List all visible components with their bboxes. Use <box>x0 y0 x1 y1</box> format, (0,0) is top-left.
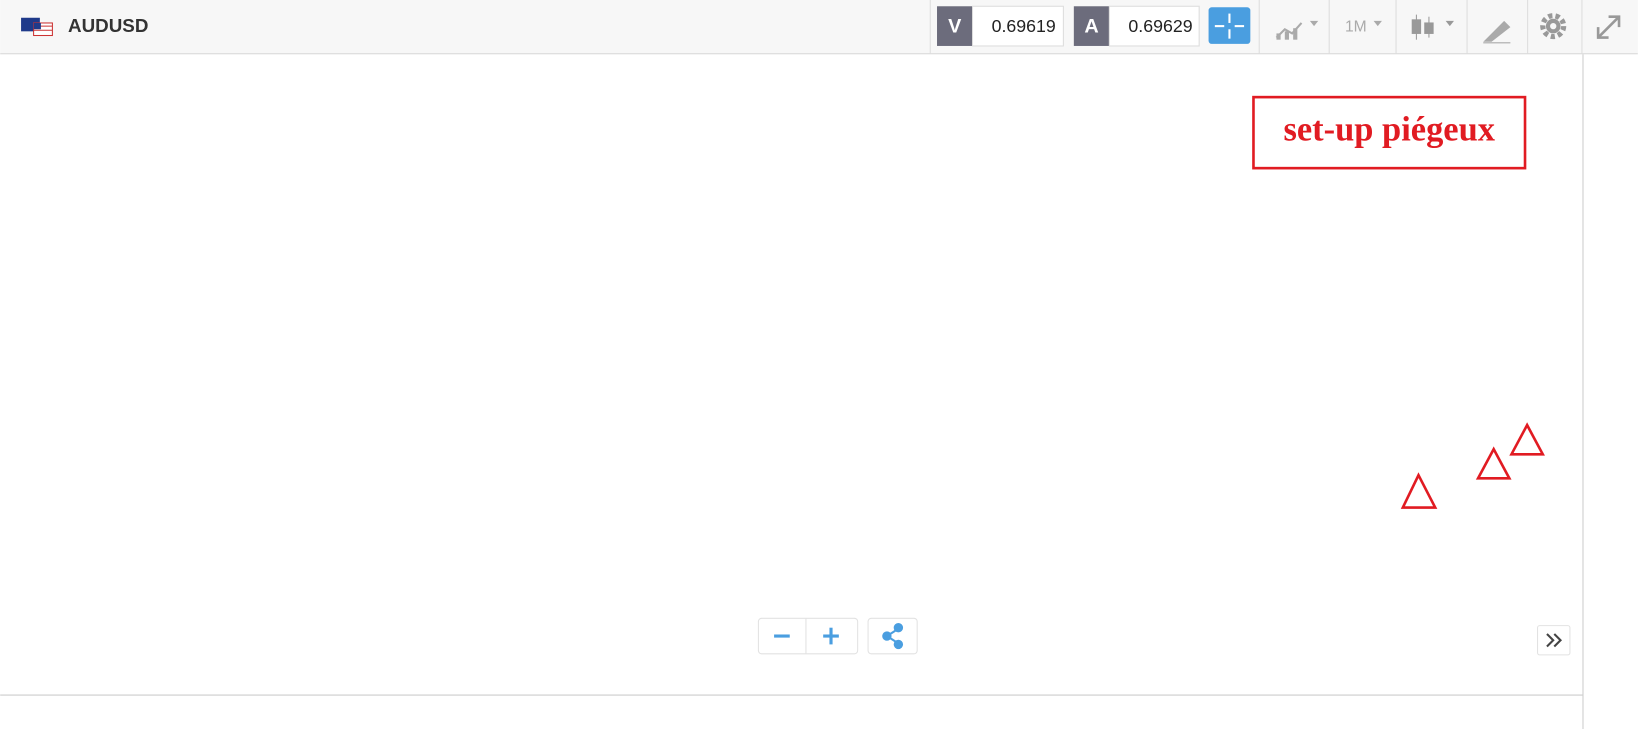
sell-button[interactable] <box>937 6 973 46</box>
crosshair-button[interactable] <box>1208 7 1251 44</box>
zoom-in-button[interactable] <box>823 627 839 645</box>
flag-icon <box>21 17 53 37</box>
zoom-bg <box>757 617 859 655</box>
sell-price-box[interactable] <box>972 5 1064 47</box>
timeframe[interactable]: 1M <box>1345 18 1367 35</box>
share-button[interactable] <box>882 622 904 650</box>
candle-style-button[interactable] <box>1411 14 1455 40</box>
crosshair-icon <box>1214 13 1245 39</box>
symbol: AUDUSD <box>68 15 148 36</box>
triangle <box>1509 422 1545 456</box>
buy-button[interactable] <box>1073 6 1110 46</box>
triangle <box>1400 472 1438 509</box>
dropdown-arrow <box>1373 20 1382 27</box>
buy-price[interactable]: 0.69629 <box>1128 16 1192 36</box>
toolbar-bg <box>0 0 1638 54</box>
zoom-controls <box>757 617 1571 656</box>
triangle <box>1475 446 1512 480</box>
chart-type-button[interactable] <box>1275 20 1319 40</box>
scroll-end-button[interactable] <box>1546 633 1563 648</box>
annotation-box <box>1252 95 1527 170</box>
sell-label[interactable]: V <box>948 15 962 37</box>
fullscreen-button[interactable] <box>1596 15 1621 39</box>
share-bg <box>867 617 918 655</box>
annotation: set-up piégeux <box>1283 111 1495 149</box>
sell-price[interactable]: 0.69619 <box>992 16 1056 36</box>
draw-tool-button[interactable] <box>1483 20 1511 44</box>
buy-label[interactable]: A <box>1084 15 1098 37</box>
triangle-markers <box>1400 422 1545 509</box>
buy-price-box[interactable] <box>1108 5 1200 47</box>
toolbar: AUDUSD V 0.69619 A 0.69629 1M <box>0 0 1638 55</box>
settings-button[interactable] <box>1540 13 1567 40</box>
